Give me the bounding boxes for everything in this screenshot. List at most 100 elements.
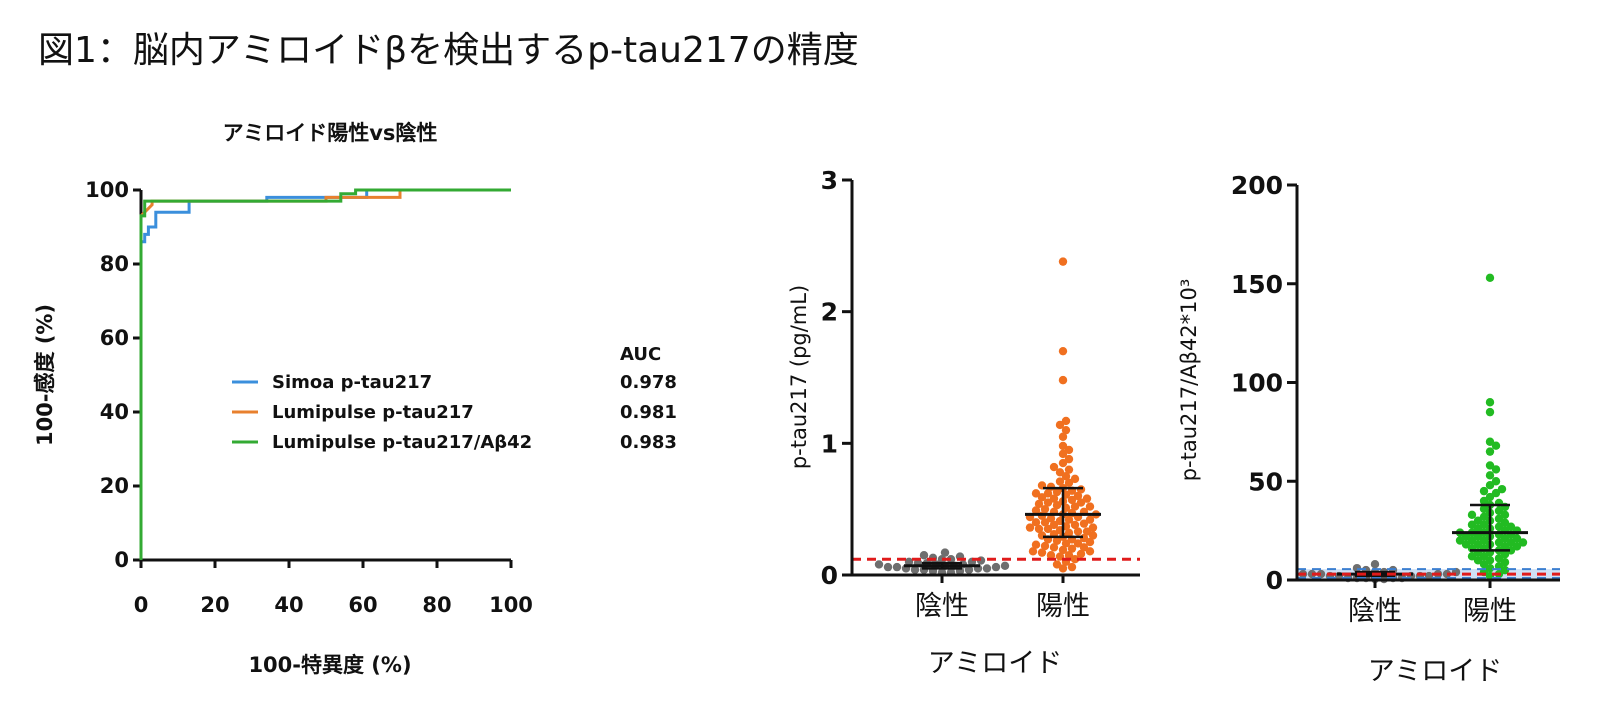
sc2-x-label: アミロイド [1368,656,1502,687]
y-tick-label: 2 [821,298,838,327]
data-point [904,557,914,567]
data-point [1473,540,1483,549]
data-point [1049,462,1059,472]
data-point [1473,532,1483,541]
data-point [1494,538,1504,547]
data-point [1494,522,1504,531]
data-point [1082,494,1092,503]
ratio-scatter: p-tau217/Aβ42*10³ アミロイド 陰性 陽性 0 50 100 150 200 [1177,171,1560,687]
data-point [1061,425,1071,435]
data-point [1473,516,1483,525]
y-tick-label: 3 [821,166,838,195]
data-point [1491,477,1501,486]
data-point [1076,549,1086,559]
legend-label: Lumipulse p-tau217 [272,402,474,423]
data-point [1058,375,1068,385]
data-point [1055,477,1065,486]
data-point [1058,564,1068,573]
roc-legend: Simoa p-tau217 0.978 Lumipulse p-tau217 0.9… [232,372,677,453]
data-point [883,562,893,572]
roc-x-tick-label: 20 [200,593,229,617]
data-point [1494,506,1504,516]
data-point [1034,524,1044,534]
y-tick-label: 50 [1248,467,1283,496]
data-point [1473,556,1483,565]
data-point [1058,346,1068,356]
data-point [1491,488,1501,498]
category-label: 陰性 [1348,596,1402,627]
data-point [1485,471,1495,480]
figure-title: 図1：脳内アミロイドβを検出するp-tau217の精度 [38,30,859,71]
data-point [1061,539,1071,548]
roc-y-tick-label: 0 [114,548,129,572]
roc-curve [139,188,511,560]
data-point [1058,458,1068,468]
data-point [1037,493,1047,502]
data-point [1085,515,1095,524]
roc-chart: アミロイド陽性vs陰性 100-特異度 (%) 100-感度 (%) AUC S… [33,121,677,677]
data-point [1085,502,1095,511]
data-point [1479,520,1489,529]
data-point [1070,520,1080,530]
data-point [1043,524,1053,534]
data-point [1055,420,1065,430]
data-point [1064,465,1074,474]
data-point [1061,472,1071,481]
roc-title: アミロイド陽性vs陰性 [223,121,438,145]
data-point [1061,416,1071,426]
data-point [1085,537,1095,547]
data-point [1070,502,1080,511]
roc-x-label: 100-特異度 (%) [248,653,411,677]
roc-y-tick-label: 100 [85,178,129,202]
y-tick-label: 0 [821,561,838,590]
data-point [1512,542,1522,551]
sc1-y-label: p-tau217 (pg/mL) [787,285,811,469]
data-point [1049,494,1059,503]
data-point [964,565,974,574]
data-point [1485,398,1495,407]
data-point [1064,478,1074,488]
data-point [1064,445,1074,455]
data-point [1040,504,1050,514]
data-point [1485,556,1495,565]
data-point [1052,536,1062,545]
data-point [1040,518,1050,527]
data-point [1479,504,1489,514]
data-point [991,562,1001,572]
data-point [1043,489,1053,498]
data-point [1067,562,1077,572]
data-point [1491,465,1501,474]
data-point [1506,546,1516,555]
data-point [1088,523,1098,532]
data-point [1076,485,1086,494]
data-point [1028,547,1038,556]
data-point [1046,551,1056,560]
data-point [1040,541,1050,551]
data-point [1500,558,1510,567]
data-point [1491,441,1501,450]
data-point [1500,542,1510,551]
data-point [1500,534,1510,543]
data-point [1052,501,1062,510]
roc-y-tick-label: 20 [100,474,129,498]
data-point [1049,520,1059,530]
roc-x-tick-label: 0 [134,593,149,617]
data-point [910,565,920,574]
data-point [1079,519,1089,528]
legend-label: Simoa p-tau217 [272,372,432,393]
data-point [1485,447,1495,456]
category-label: 陽性 [1463,596,1517,627]
data-point [1052,487,1062,497]
data-point [1064,515,1074,524]
data-point [1500,550,1510,559]
data-point [892,562,902,572]
roc-y-label: 100-感度 (%) [33,304,57,446]
data-point [874,560,884,569]
roc-y-tick-label: 80 [100,252,129,276]
data-point [1461,532,1471,541]
data-point [1031,489,1041,498]
roc-x-tick-label: 80 [422,593,451,617]
data-point [1064,551,1074,560]
data-point [1479,512,1489,521]
